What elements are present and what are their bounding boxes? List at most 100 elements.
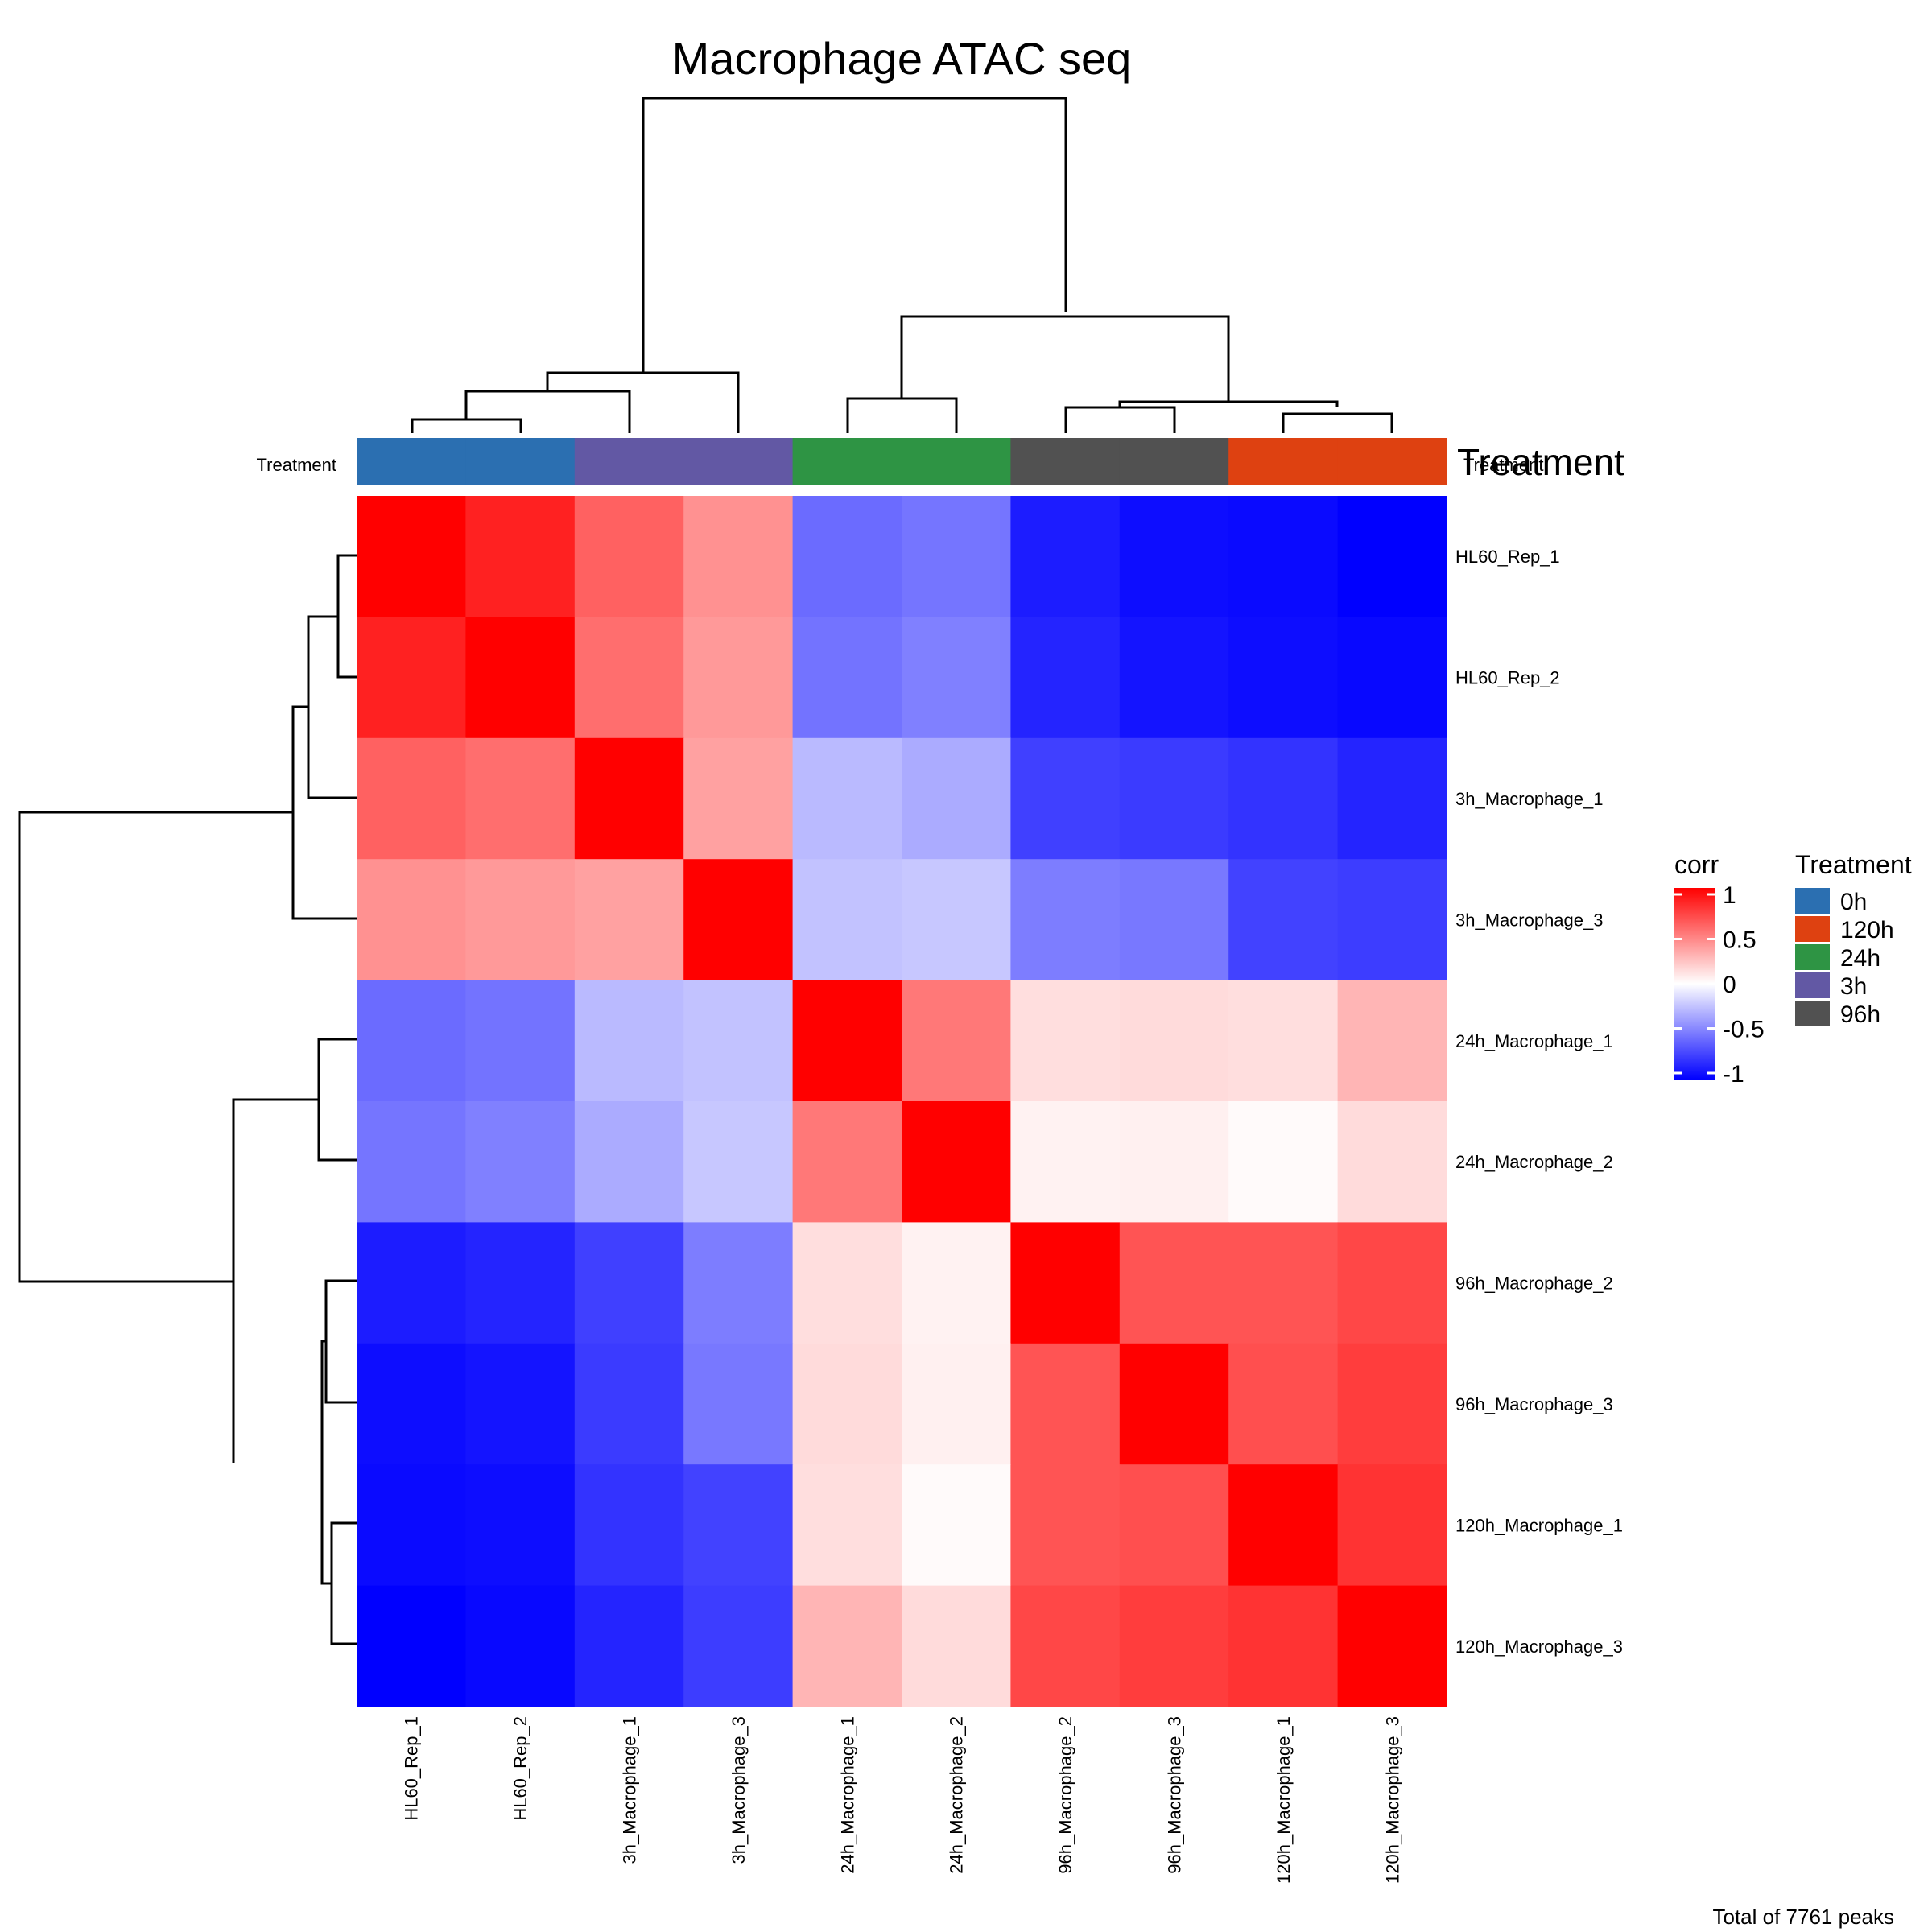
heatmap-cell-6-6 <box>902 1101 1011 1223</box>
heatmap-cell-3-4 <box>683 737 794 860</box>
heatmap-cell-7-3 <box>574 1222 684 1344</box>
heatmap-cell-10-7 <box>1010 1585 1121 1707</box>
column-label-4: 3h_Macrophage_3 <box>729 1716 749 1864</box>
column-label-6: 24h_Macrophage_2 <box>947 1716 967 1874</box>
heatmap-cell-8-3 <box>574 1343 684 1465</box>
heatmap-cell-3-9 <box>1228 737 1339 860</box>
heatmap-cell-5-2 <box>465 980 576 1102</box>
row-label-8: 96h_Macrophage_3 <box>1455 1394 1613 1414</box>
heatmap-cell-8-5 <box>792 1343 902 1465</box>
heatmap-cell-10-9 <box>1228 1585 1339 1707</box>
heatmap-cell-5-10 <box>1337 980 1447 1102</box>
row-label-1: HL60_Rep_1 <box>1455 547 1560 567</box>
corr-legend: corr 1 0.5 0 -0.5 -1 <box>1674 850 1765 1088</box>
heatmap-cell-10-10 <box>1337 1585 1447 1707</box>
heatmap-cell-4-1 <box>357 859 466 981</box>
heatmap-cell-3-10 <box>1337 737 1447 860</box>
heatmap-cell-9-8 <box>1119 1464 1229 1587</box>
corr-tick-label-5: -1 <box>1723 1061 1744 1088</box>
annotation-cell-8 <box>1119 438 1229 485</box>
heatmap-cell-7-6 <box>902 1222 1011 1344</box>
row-label-5: 24h_Macrophage_1 <box>1455 1031 1613 1051</box>
corr-tick-label-3: 0 <box>1723 972 1736 998</box>
heatmap-cell-8-4 <box>683 1343 794 1465</box>
annotation-cell-9 <box>1228 438 1339 485</box>
heatmap-cell-9-7 <box>1010 1464 1121 1587</box>
heatmap-cell-6-2 <box>465 1101 576 1223</box>
heatmap-cell-6-9 <box>1228 1101 1339 1223</box>
corr-legend-title: corr <box>1674 850 1719 879</box>
row-label-7: 96h_Macrophage_2 <box>1455 1274 1613 1294</box>
heatmap-cell-4-7 <box>1010 859 1121 981</box>
treatment-annotation-bar <box>357 438 1447 485</box>
row-label-6: 24h_Macrophage_2 <box>1455 1152 1613 1172</box>
heatmap-cell-3-5 <box>792 737 902 860</box>
treatment-swatch-2 <box>1795 916 1830 942</box>
treatment-swatch-1 <box>1795 888 1830 914</box>
column-dendrogram-branches <box>411 97 1393 433</box>
heatmap-cell-4-8 <box>1119 859 1229 981</box>
corr-tick-label-1: 1 <box>1723 882 1736 909</box>
peak-count-footer: Total of 7761 peaks <box>1713 1905 1895 1929</box>
heatmap-cell-2-2 <box>465 617 576 739</box>
heatmap-cell-8-10 <box>1337 1343 1447 1465</box>
heatmap-cell-7-7 <box>1010 1222 1121 1344</box>
heatmap-cell-5-1 <box>357 980 466 1102</box>
heatmap-cell-10-3 <box>574 1585 684 1707</box>
heatmap-cell-1-2 <box>465 496 576 617</box>
column-labels: HL60_Rep_1 HL60_Rep_2 3h_Macrophage_1 3h_Ma… <box>402 1716 1403 1884</box>
corr-tick-label-2: 0.5 <box>1723 927 1757 954</box>
heatmap-cells <box>357 496 1447 1707</box>
annotation-cell-1 <box>357 438 466 485</box>
heatmap-cell-6-3 <box>574 1101 684 1223</box>
heatmap-cell-5-7 <box>1010 980 1121 1102</box>
heatmap-cell-6-10 <box>1337 1101 1447 1223</box>
heatmap-cell-6-8 <box>1119 1101 1229 1223</box>
heatmap-cell-7-10 <box>1337 1222 1447 1344</box>
heatmap-cell-4-6 <box>902 859 1011 981</box>
row-label-2: HL60_Rep_2 <box>1455 668 1560 688</box>
column-label-10: 120h_Macrophage_3 <box>1382 1716 1402 1884</box>
heatmap-cell-1-5 <box>792 496 902 617</box>
heatmap-cell-1-6 <box>902 496 1011 617</box>
heatmap-cell-6-4 <box>683 1101 794 1223</box>
annotation-cell-2 <box>465 438 576 485</box>
heatmap-cell-5-5 <box>792 980 902 1102</box>
heatmap-cell-7-8 <box>1119 1222 1229 1344</box>
heatmap-cell-8-6 <box>902 1343 1011 1465</box>
heatmap-cell-2-8 <box>1119 617 1229 739</box>
heatmap-cell-2-6 <box>902 617 1011 739</box>
row-label-3: 3h_Macrophage_1 <box>1455 789 1603 809</box>
heatmap-cell-9-4 <box>683 1464 794 1587</box>
heatmap-cell-5-9 <box>1228 980 1339 1102</box>
heatmap-cell-2-4 <box>683 617 794 739</box>
heatmap-cell-2-9 <box>1228 617 1339 739</box>
heatmap-cell-5-3 <box>574 980 684 1102</box>
heatmap-cell-10-4 <box>683 1585 794 1707</box>
annotation-cell-7 <box>1010 438 1121 485</box>
annotation-cell-6 <box>902 438 1011 485</box>
annotation-cell-5 <box>792 438 902 485</box>
heatmap-cell-1-10 <box>1337 496 1447 617</box>
heatmap-cell-3-7 <box>1010 737 1121 860</box>
heatmap-cell-4-9 <box>1228 859 1339 981</box>
heatmap-cell-9-6 <box>902 1464 1011 1587</box>
heatmap-cell-6-5 <box>792 1101 902 1223</box>
treatment-label-5: 96h <box>1840 1001 1880 1028</box>
heatmap-cell-7-5 <box>792 1222 902 1344</box>
heatmap-cell-9-10 <box>1337 1464 1447 1587</box>
heatmap-cell-1-4 <box>683 496 794 617</box>
heatmap-cell-7-9 <box>1228 1222 1339 1344</box>
row-labels: HL60_Rep_1 HL60_Rep_2 3h_Macrophage_1 3h_Ma… <box>1455 547 1623 1657</box>
heatmap-cell-2-3 <box>574 617 684 739</box>
heatmap-cell-7-1 <box>357 1222 466 1344</box>
heatmap-cell-10-6 <box>902 1585 1011 1707</box>
row-dendrogram <box>18 554 357 1645</box>
annotation-label-overlap: Treatment <box>1463 455 1543 475</box>
treatment-swatch-5 <box>1795 1001 1830 1026</box>
heatmap-cell-4-4 <box>683 859 794 981</box>
column-label-8: 96h_Macrophage_3 <box>1165 1716 1185 1874</box>
annotation-label-right: Treatment <box>1457 441 1624 483</box>
